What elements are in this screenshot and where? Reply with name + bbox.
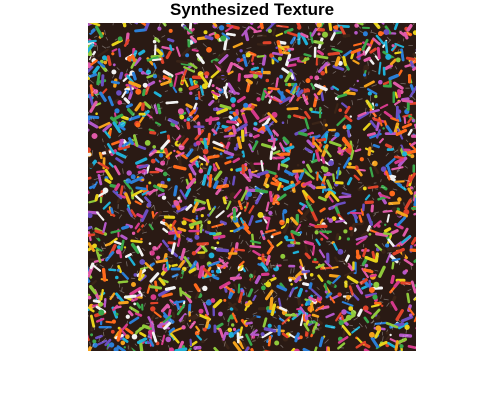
texture-canvas	[88, 23, 416, 351]
figure-title: Synthesized Texture	[169, 0, 335, 19]
texture-image	[88, 23, 416, 351]
